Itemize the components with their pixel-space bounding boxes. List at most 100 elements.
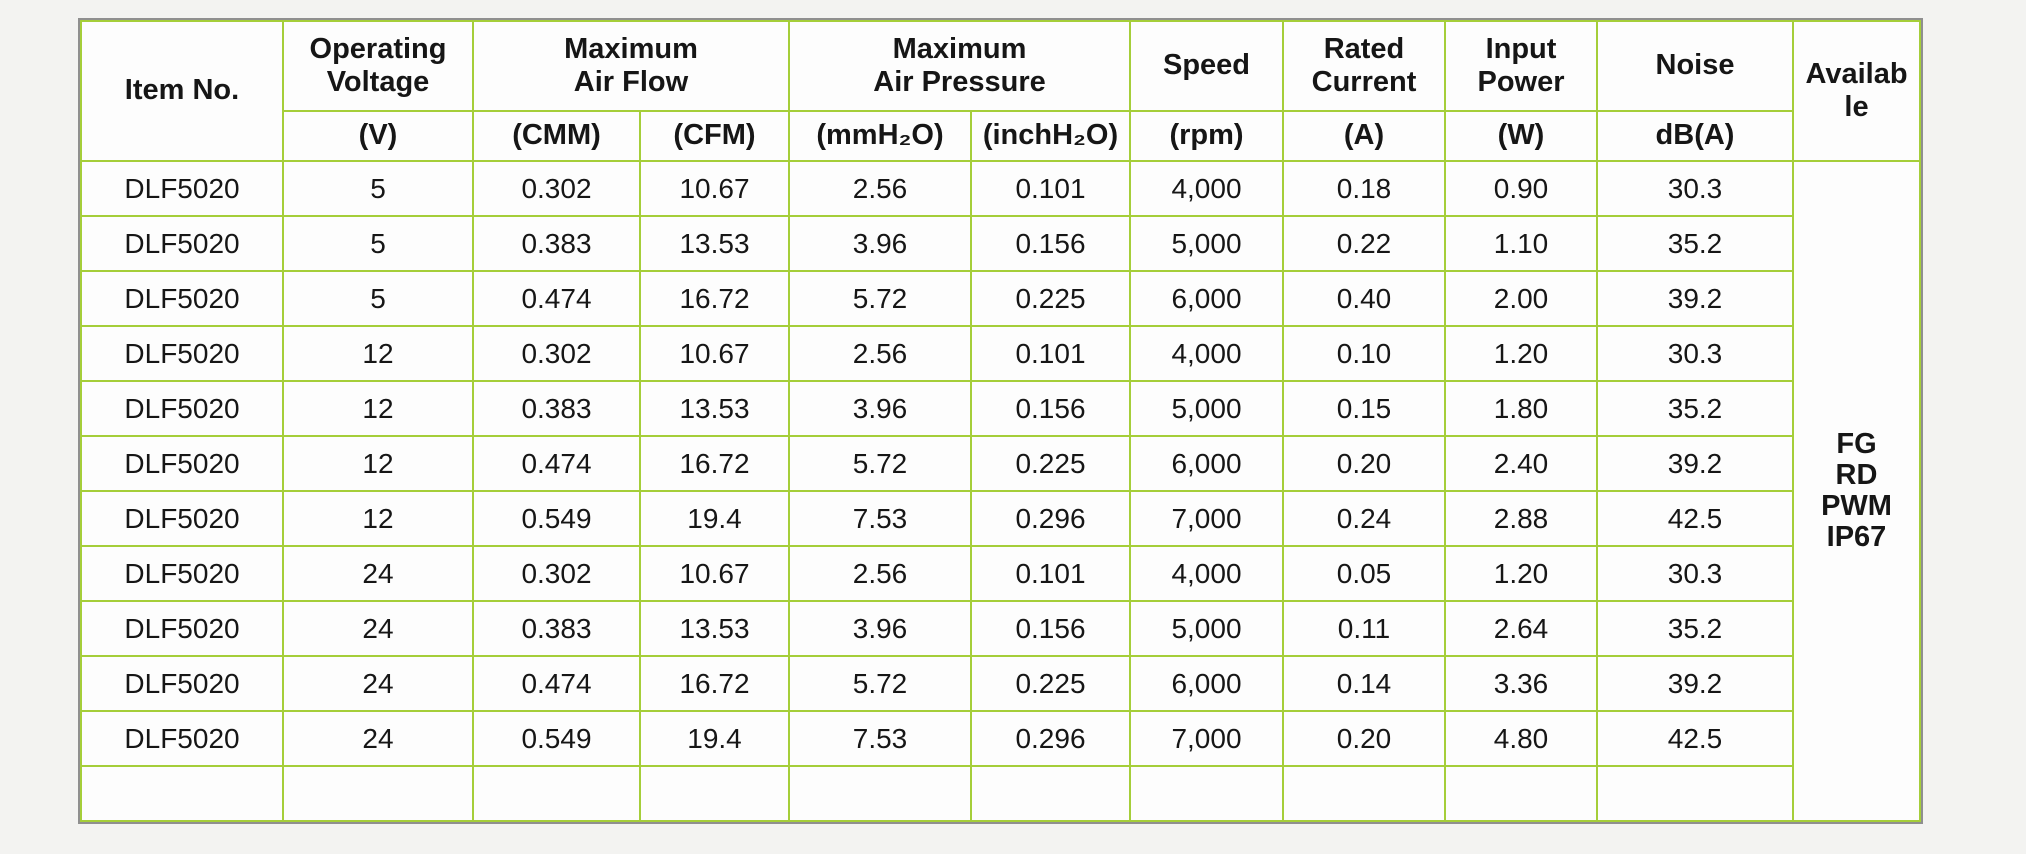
cell-noise: 35.2	[1596, 215, 1794, 272]
cell-voltage: 12	[282, 325, 474, 382]
cell-inchh2o: 0.101	[970, 325, 1131, 382]
specifications-table: Item No. Operating Voltage Maximum Air F…	[80, 20, 1921, 822]
cell-inchh2o: 0.225	[970, 655, 1131, 712]
cell-power: 2.64	[1444, 600, 1598, 657]
cell-voltage: 24	[282, 545, 474, 602]
cell-item-no: DLF5020	[80, 270, 284, 327]
cell-current: 0.40	[1282, 270, 1446, 327]
cell-cmm: 0.302	[472, 325, 641, 382]
cell-inchh2o: 0.296	[970, 490, 1131, 547]
cell-mmh2o: 7.53	[788, 490, 972, 547]
cell-power: 3.36	[1444, 655, 1598, 712]
header-available-label: Available	[1805, 57, 1908, 123]
empty-row	[80, 765, 1920, 822]
table-row: DLF5020 24 0.383 13.53 3.96 0.156 5,000 0.11 2.6…	[80, 600, 1920, 657]
header-input-power: Input Power	[1444, 20, 1598, 112]
cell-item-no: DLF5020	[80, 215, 284, 272]
cell-speed: 5,000	[1129, 215, 1284, 272]
cell-current: 0.22	[1282, 215, 1446, 272]
cell-speed: 5,000	[1129, 380, 1284, 437]
cell-mmh2o: 2.56	[788, 325, 972, 382]
cell-cfm: 16.72	[639, 270, 790, 327]
cell-inchh2o: 0.101	[970, 545, 1131, 602]
header-rated-current: Rated Current	[1282, 20, 1446, 112]
cell-mmh2o: 7.53	[788, 710, 972, 767]
cell-current: 0.10	[1282, 325, 1446, 382]
cell-cmm: 0.302	[472, 160, 641, 217]
header-line: Maximum	[564, 32, 698, 65]
header-line: Power	[1477, 66, 1565, 98]
table-row: DLF5020 24 0.302 10.67 2.56 0.101 4,000 0.05 1.2…	[80, 545, 1920, 602]
cell-voltage	[282, 765, 474, 822]
cell-voltage: 12	[282, 380, 474, 437]
table-row: DLF5020 24 0.549 19.4 7.53 0.296 7,000 0.20 4.80…	[80, 710, 1920, 767]
cell-inchh2o: 0.225	[970, 435, 1131, 492]
header-operating-voltage: Operating Voltage	[282, 20, 474, 112]
cell-noise: 30.3	[1596, 545, 1794, 602]
available-feature: FG	[1836, 428, 1877, 460]
header-available: Available	[1792, 20, 1921, 162]
cell-current: 0.05	[1282, 545, 1446, 602]
cell-inchh2o: 0.156	[970, 380, 1131, 437]
cell-voltage: 24	[282, 655, 474, 712]
unit-inchh2o: (inchH₂O)	[970, 110, 1131, 162]
available-feature: IP67	[1826, 521, 1887, 553]
cell-item-no: DLF5020	[80, 325, 284, 382]
unit-rpm: (rpm)	[1129, 110, 1284, 162]
cell-speed: 4,000	[1129, 545, 1284, 602]
cell-cfm: 19.4	[639, 710, 790, 767]
table-row: DLF5020 5 0.302 10.67 2.56 0.101 4,000 0.18 0.90…	[80, 160, 1921, 822]
cell-cmm: 0.302	[472, 545, 641, 602]
cell-current: 0.18	[1282, 160, 1446, 217]
cell-speed: 4,000	[1129, 160, 1284, 217]
header-line: Voltage	[326, 66, 430, 98]
cell-power: 2.00	[1444, 270, 1598, 327]
cell-voltage: 12	[282, 435, 474, 492]
cell-speed: 7,000	[1129, 710, 1284, 767]
cell-cfm: 13.53	[639, 380, 790, 437]
cell-power	[1444, 765, 1598, 822]
cell-item-no: DLF5020	[80, 380, 284, 437]
header-max-air-flow: Maximum Air Flow	[472, 20, 790, 112]
header-noise: Noise	[1596, 20, 1794, 112]
fan-spec-table-wrapper: Item No. Operating Voltage Maximum Air F…	[78, 18, 1923, 824]
cell-power: 1.20	[1444, 325, 1598, 382]
cell-noise: 30.3	[1596, 325, 1794, 382]
cell-speed: 6,000	[1129, 270, 1284, 327]
cell-current: 0.20	[1282, 435, 1446, 492]
cell-cfm: 10.67	[639, 325, 790, 382]
cell-current: 0.20	[1282, 710, 1446, 767]
table-row: DLF5020 12 0.302 10.67 2.56 0.101 4,000 0.10 1.2…	[80, 325, 1920, 382]
header-item-no: Item No.	[80, 20, 284, 162]
cell-noise: 35.2	[1596, 380, 1794, 437]
cell-power: 1.10	[1444, 215, 1598, 272]
cell-noise: 35.2	[1596, 600, 1794, 657]
cell-cmm: 0.383	[472, 380, 641, 437]
cell-speed: 5,000	[1129, 600, 1284, 657]
cell-available: FG RD PWM IP67	[1792, 160, 1921, 822]
cell-voltage: 24	[282, 710, 474, 767]
cell-current: 0.14	[1282, 655, 1446, 712]
cell-speed: 4,000	[1129, 325, 1284, 382]
cell-item-no	[80, 765, 284, 822]
cell-cmm: 0.474	[472, 655, 641, 712]
cell-current	[1282, 765, 1446, 822]
cell-noise: 42.5	[1596, 490, 1794, 547]
unit-cmm: (CMM)	[472, 110, 641, 162]
cell-mmh2o: 2.56	[788, 160, 972, 217]
table-body: DLF5020 5 0.302 10.67 2.56 0.101 4,000 0.18 0.90…	[80, 160, 1921, 822]
cell-cmm: 0.549	[472, 710, 641, 767]
cell-noise: 39.2	[1596, 655, 1794, 712]
cell-noise: 39.2	[1596, 270, 1794, 327]
cell-mmh2o: 3.96	[788, 380, 972, 437]
cell-cmm: 0.549	[472, 490, 641, 547]
cell-cfm	[639, 765, 790, 822]
cell-cfm: 10.67	[639, 545, 790, 602]
available-feature: PWM	[1821, 490, 1892, 522]
cell-power: 4.80	[1444, 710, 1598, 767]
cell-item-no: DLF5020	[80, 160, 284, 217]
unit-mmh2o: (mmH₂O)	[788, 110, 972, 162]
cell-speed: 6,000	[1129, 435, 1284, 492]
cell-mmh2o: 2.56	[788, 545, 972, 602]
cell-power: 1.20	[1444, 545, 1598, 602]
